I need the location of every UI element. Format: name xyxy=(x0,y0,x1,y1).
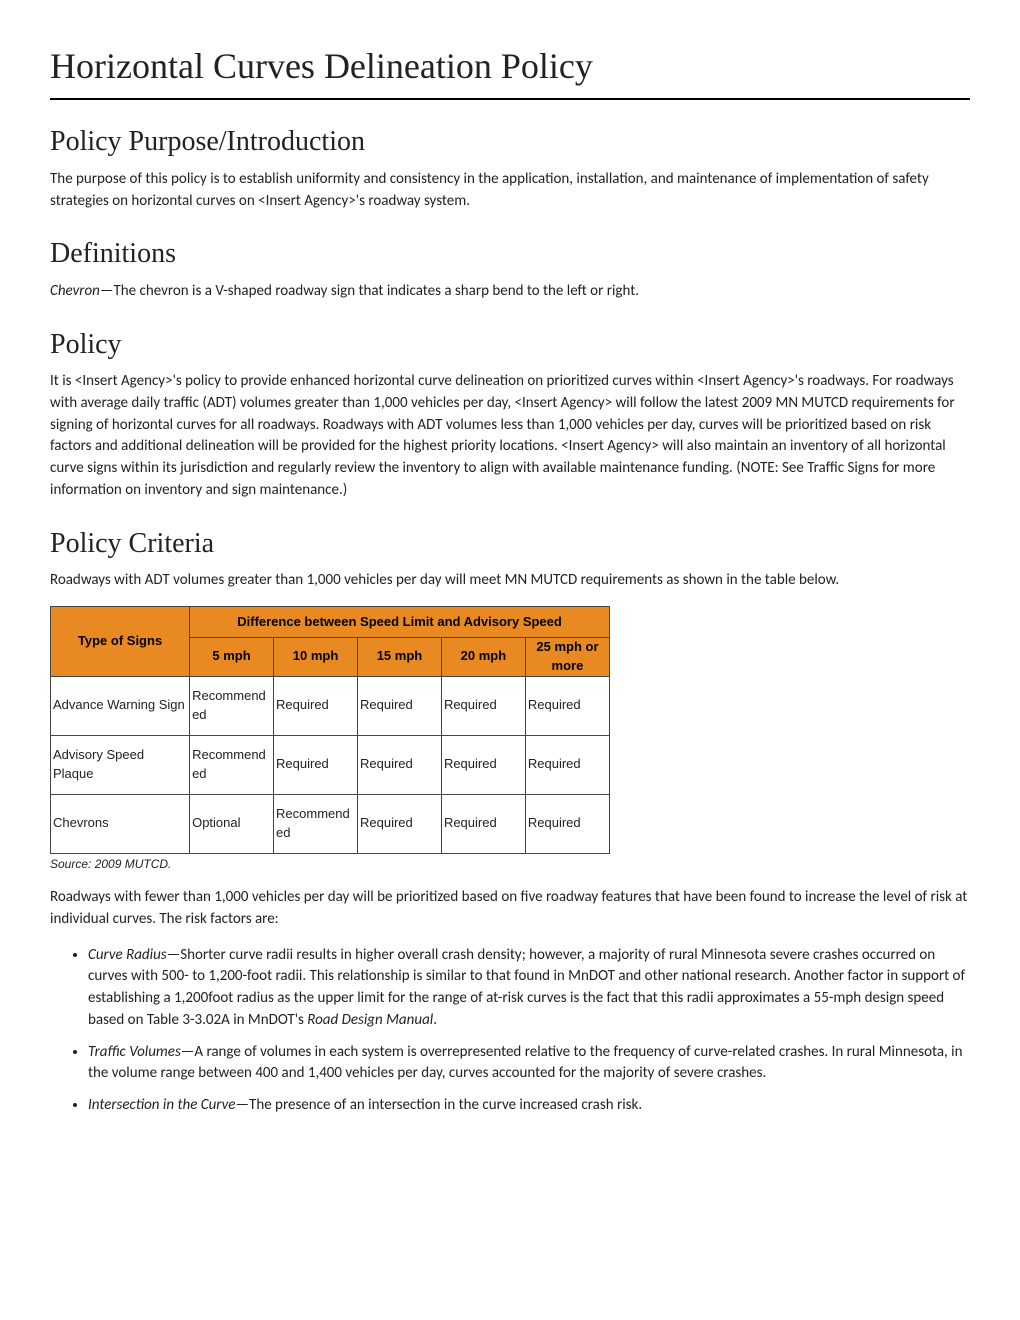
purpose-text: The purpose of this policy is to establi… xyxy=(50,169,970,213)
table-col-1: 5 mph xyxy=(190,638,274,677)
cell: Advance Warning Sign xyxy=(51,676,190,735)
bullet-text: —The presence of an intersection in the … xyxy=(235,1096,642,1114)
cell: Required xyxy=(274,735,358,794)
table-row: Chevrons Optional Recommended Required R… xyxy=(51,794,610,853)
list-item: Intersection in the Curve—The presence o… xyxy=(88,1095,970,1117)
purpose-heading: Policy Purpose/Introduction xyxy=(50,122,970,163)
table-row: Advisory Speed Plaque Recommended Requir… xyxy=(51,735,610,794)
page-title: Horizontal Curves Delineation Policy xyxy=(50,40,970,100)
cell: Required xyxy=(525,794,609,853)
criteria-after-table: Roadways with fewer than 1,000 vehicles … xyxy=(50,887,970,931)
table-col-2: 10 mph xyxy=(274,638,358,677)
list-item: Curve Radius—Shorter curve radii results… xyxy=(88,945,970,1032)
cell: Required xyxy=(525,735,609,794)
cell: Required xyxy=(357,794,441,853)
cell: Required xyxy=(441,676,525,735)
criteria-heading: Policy Criteria xyxy=(50,524,970,565)
definitions-heading: Definitions xyxy=(50,234,970,275)
table-col-3: 15 mph xyxy=(357,638,441,677)
definitions-text: Chevron—The chevron is a V-shaped roadwa… xyxy=(50,281,970,303)
policy-text: It is <Insert Agency>'s policy to provid… xyxy=(50,371,970,502)
cell: Recommended xyxy=(190,735,274,794)
cell: Required xyxy=(441,794,525,853)
list-item: Traffic Volumes—A range of volumes in ea… xyxy=(88,1042,970,1086)
table-col-0: Type of Signs xyxy=(51,607,190,677)
bullet-term: Intersection in the Curve xyxy=(88,1096,235,1114)
table-row: Advance Warning Sign Recommended Require… xyxy=(51,676,610,735)
bullet-text: —A range of volumes in each system is ov… xyxy=(88,1043,962,1083)
policy-heading: Policy xyxy=(50,325,970,366)
definition-body: —The chevron is a V-shaped roadway sign … xyxy=(100,282,639,300)
bullet-tail-italic: Road Design Manual xyxy=(307,1011,433,1029)
criteria-table: Type of Signs Difference between Speed L… xyxy=(50,606,610,854)
bullet-text: —Shorter curve radii results in higher o… xyxy=(88,946,965,1029)
criteria-intro: Roadways with ADT volumes greater than 1… xyxy=(50,570,970,592)
definition-term: Chevron xyxy=(50,282,100,300)
bullet-term: Traffic Volumes xyxy=(88,1043,181,1061)
cell: Required xyxy=(441,735,525,794)
cell: Optional xyxy=(190,794,274,853)
cell: Required xyxy=(525,676,609,735)
table-source: Source: 2009 MUTCD. xyxy=(50,856,970,873)
cell: Advisory Speed Plaque xyxy=(51,735,190,794)
table-col-5: 25 mph or more xyxy=(525,638,609,677)
cell: Required xyxy=(357,735,441,794)
cell: Recommended xyxy=(190,676,274,735)
bullet-term: Curve Radius xyxy=(88,946,167,964)
cell: Required xyxy=(357,676,441,735)
cell: Recommended xyxy=(274,794,358,853)
table-col-4: 20 mph xyxy=(441,638,525,677)
cell: Required xyxy=(274,676,358,735)
cell: Chevrons xyxy=(51,794,190,853)
risk-factor-list: Curve Radius—Shorter curve radii results… xyxy=(50,945,970,1117)
table-header-span: Difference between Speed Limit and Advis… xyxy=(190,607,610,638)
bullet-tail: . xyxy=(433,1011,437,1029)
